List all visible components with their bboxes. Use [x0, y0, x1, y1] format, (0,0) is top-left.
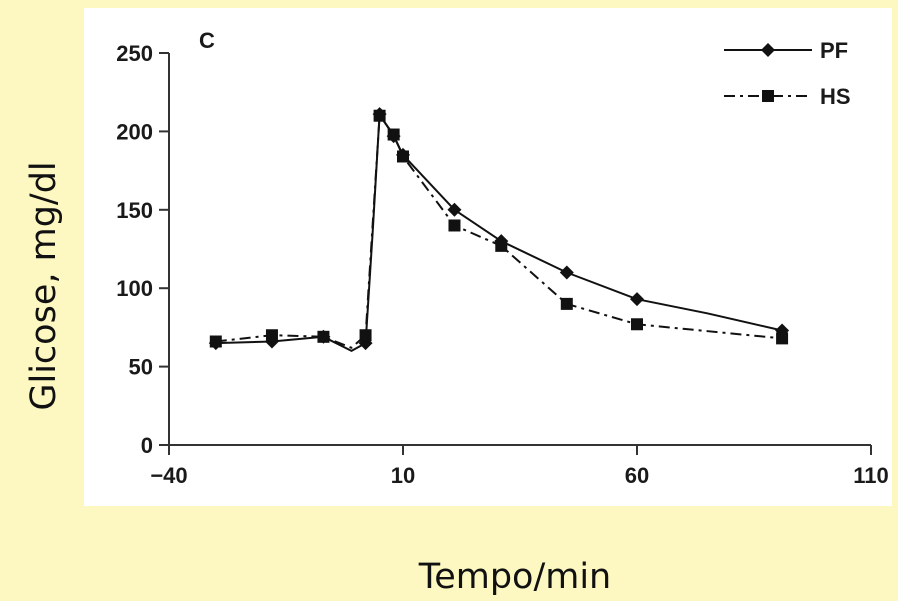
y-tick-label: 50 — [129, 355, 153, 380]
data-point-hs — [209, 335, 222, 348]
data-point-hs — [373, 109, 386, 122]
y-tick-label: 200 — [116, 119, 153, 144]
x-tick-label: 60 — [625, 463, 649, 488]
y-tick-label: 250 — [116, 41, 153, 66]
data-point-hs — [560, 297, 573, 310]
data-point-hs — [265, 329, 278, 342]
chart-panel: 0 50 100 150 200 250 −40 10 60 110 C PF HS — [84, 8, 892, 506]
legend-marker-pf — [761, 43, 775, 57]
x-tick-label: −40 — [150, 463, 187, 488]
legend-label-pf: PF — [820, 38, 848, 63]
data-point-hs — [317, 330, 330, 343]
data-point-pf — [447, 202, 462, 217]
y-tick-label: 150 — [116, 198, 153, 223]
series-line-pf — [215, 113, 783, 352]
y-tick-label: 100 — [116, 276, 153, 301]
x-tick-label: 10 — [391, 463, 415, 488]
glucose-line-chart: 0 50 100 150 200 250 −40 10 60 110 C PF HS — [116, 28, 889, 488]
panel-label: C — [199, 28, 215, 53]
x-axis-label: Tempo/min — [418, 557, 612, 597]
data-point-hs — [776, 332, 789, 345]
data-point-hs — [387, 128, 400, 141]
data-point-hs — [631, 318, 643, 331]
y-axis-label: Glicose, mg/dl — [24, 161, 64, 411]
data-point-hs — [495, 239, 508, 252]
data-point-hs — [359, 329, 372, 342]
data-point-hs — [448, 219, 461, 232]
legend-label-hs: HS — [820, 84, 851, 109]
data-point-pf — [559, 265, 574, 280]
y-tick-label: 0 — [141, 433, 153, 458]
x-tick-label: 110 — [853, 463, 889, 488]
data-point-hs — [397, 150, 409, 163]
data-point-pf — [630, 292, 644, 307]
series-line-hs — [215, 114, 783, 349]
legend-marker-hs — [762, 90, 774, 102]
